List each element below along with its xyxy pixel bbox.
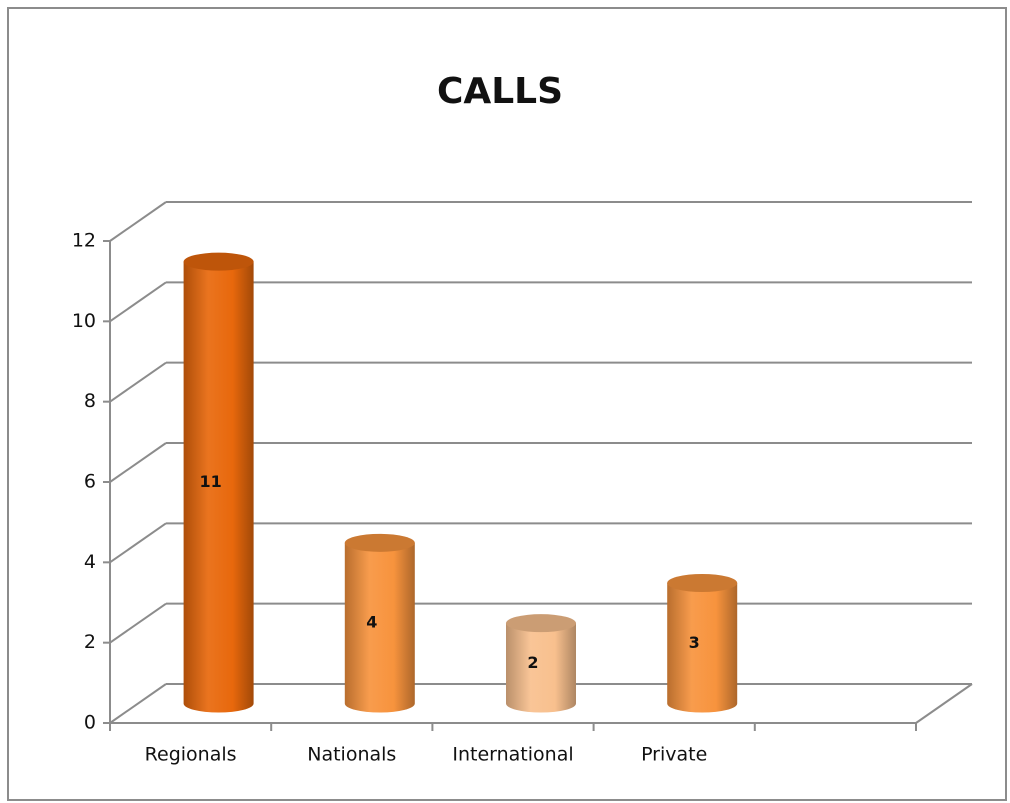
bar bbox=[506, 623, 576, 713]
bar-top bbox=[506, 614, 576, 633]
data-label: 11 bbox=[199, 472, 221, 491]
y-tick-label: 2 bbox=[84, 631, 96, 653]
grid-line-side bbox=[109, 201, 167, 242]
data-label: 2 bbox=[527, 653, 538, 672]
grid-line-side bbox=[109, 683, 167, 724]
bar bbox=[183, 261, 254, 713]
y-tick-label: 4 bbox=[84, 551, 96, 573]
data-label: 3 bbox=[689, 633, 700, 652]
y-tick-label: 6 bbox=[84, 471, 96, 493]
bar-top bbox=[183, 252, 254, 271]
y-tick-label: 0 bbox=[84, 712, 96, 734]
y-tick-label: 10 bbox=[72, 310, 96, 332]
chart-title: CALLS bbox=[437, 71, 563, 112]
grid-line-side bbox=[109, 602, 167, 644]
bar bbox=[667, 583, 738, 713]
x-tick-label: Regionals bbox=[145, 744, 237, 766]
x-tick-label: International bbox=[452, 744, 573, 766]
grid-line-side bbox=[109, 361, 167, 403]
bar-top bbox=[667, 574, 738, 592]
y-tick-label: 12 bbox=[72, 230, 96, 252]
grid-line-side bbox=[109, 522, 167, 564]
grid-line-side bbox=[109, 442, 167, 483]
x-tick-label: Nationals bbox=[307, 744, 396, 766]
y-tick-label: 8 bbox=[84, 390, 96, 412]
bar-top bbox=[344, 533, 415, 552]
x-tick-label: Private bbox=[641, 744, 707, 766]
data-label: 4 bbox=[366, 613, 377, 632]
bar bbox=[344, 542, 415, 713]
floor-side bbox=[915, 683, 973, 724]
grid-line-side bbox=[109, 281, 167, 323]
